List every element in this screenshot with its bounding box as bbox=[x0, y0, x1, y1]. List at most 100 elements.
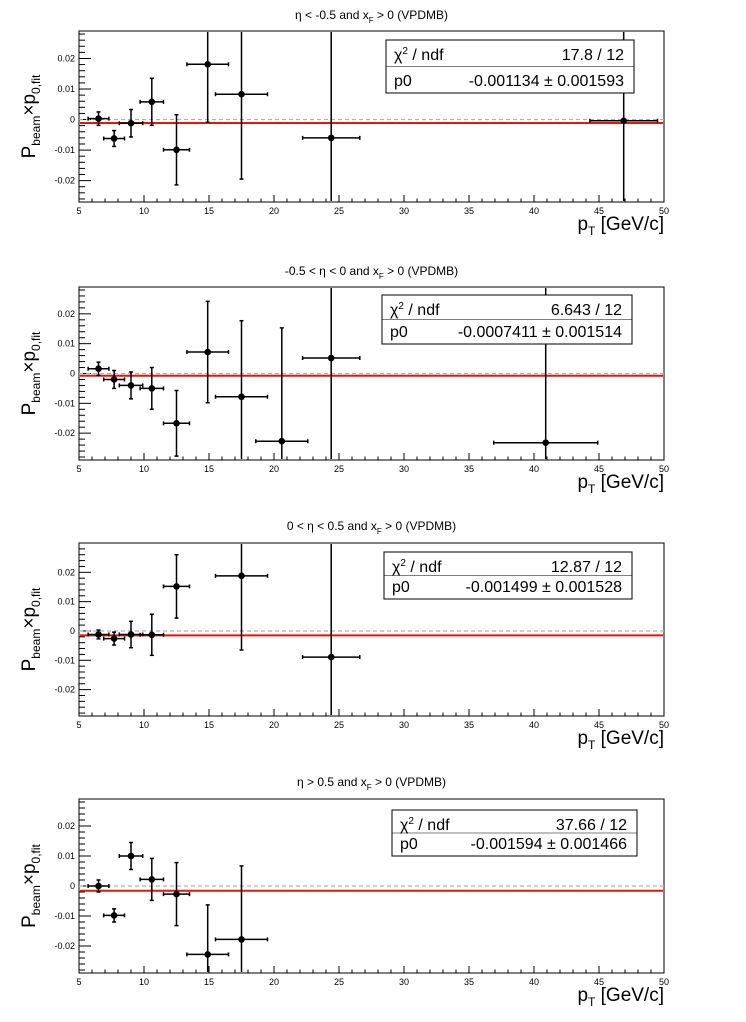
stats-chi2-value: 6.643 / 12 bbox=[551, 302, 622, 319]
marker bbox=[173, 890, 180, 898]
plot-frame bbox=[78, 30, 665, 203]
x-tick-label: 40 bbox=[529, 977, 539, 987]
x-tick-label: 45 bbox=[594, 720, 604, 730]
marker bbox=[238, 572, 245, 580]
x-tick-label: 5 bbox=[76, 977, 81, 987]
x-tick-label: 10 bbox=[139, 720, 149, 730]
marker bbox=[95, 882, 102, 890]
y-tick-label: -0.01 bbox=[54, 655, 75, 665]
marker bbox=[327, 354, 335, 362]
data-point bbox=[102, 631, 126, 646]
x-tick-label: 40 bbox=[529, 720, 539, 730]
marker bbox=[127, 631, 135, 638]
stats-chi2-label: χ2 / ndf bbox=[400, 816, 450, 834]
stats-p0-value: -0.0007411 ± 0.001514 bbox=[458, 324, 622, 341]
x-tick-label: 25 bbox=[334, 977, 344, 987]
data-point bbox=[118, 620, 144, 649]
stats-chi2-label: χ2 / ndf bbox=[392, 558, 442, 576]
marker bbox=[110, 135, 118, 142]
x-tick-label: 15 bbox=[204, 977, 214, 987]
y-tick-label: 0.01 bbox=[57, 339, 75, 349]
data-point bbox=[162, 861, 191, 927]
y-tick-label: 0.02 bbox=[57, 567, 75, 577]
x-tick-label: 45 bbox=[594, 977, 604, 987]
y-axis-label: Pbeam×p0,fit bbox=[19, 331, 43, 415]
marker bbox=[110, 376, 118, 383]
data-point bbox=[102, 129, 126, 148]
marker bbox=[148, 98, 156, 106]
data-point bbox=[118, 371, 144, 400]
x-tick-label: 25 bbox=[334, 464, 344, 474]
panel-title: η < -0.5 and xF > 0 (VPDMB) bbox=[295, 8, 448, 25]
data-point bbox=[139, 366, 165, 411]
marker bbox=[127, 119, 135, 127]
marker bbox=[173, 583, 180, 590]
data-point bbox=[214, 32, 269, 180]
marker bbox=[173, 420, 180, 427]
x-tick-label: 35 bbox=[464, 464, 474, 474]
data-point bbox=[186, 32, 230, 124]
data-point bbox=[301, 288, 361, 459]
data-point bbox=[87, 629, 110, 640]
data-point bbox=[162, 389, 191, 457]
stats-box: χ2 / ndf 37.66 / 12 p0 -0.001594 ± 0.001466 bbox=[391, 809, 638, 857]
x-tick-label: 10 bbox=[139, 206, 149, 216]
data-point bbox=[139, 77, 165, 127]
x-tick-label: 10 bbox=[139, 464, 149, 474]
x-tick-label: 15 bbox=[204, 206, 214, 216]
stats-p0-value: -0.001594 ± 0.001466 bbox=[471, 836, 628, 853]
marker bbox=[95, 631, 102, 638]
marker bbox=[148, 876, 156, 883]
x-tick-label: 50 bbox=[659, 464, 669, 474]
panel-1: η < -0.5 and xF > 0 (VPDMB) 5 10 15 20 25 30 35… bbox=[19, 8, 669, 238]
marker bbox=[238, 393, 245, 401]
y-axis-label: Pbeam×p0,fit bbox=[19, 587, 43, 671]
x-tick-label: 20 bbox=[269, 977, 279, 987]
panel-4: η > 0.5 and xF > 0 (VPDMB) 5 10 15 20 25 30 35 4… bbox=[19, 775, 669, 1009]
x-tick-label: 50 bbox=[659, 720, 669, 730]
y-tick-label: 0 bbox=[70, 369, 75, 379]
y-tick-label: -0.01 bbox=[54, 911, 75, 921]
marker bbox=[204, 60, 211, 68]
x-tick-label: 5 bbox=[76, 720, 81, 730]
marker bbox=[148, 631, 156, 639]
stats-p0-value: -0.001499 ± 0.001528 bbox=[466, 579, 623, 596]
data-point bbox=[87, 361, 110, 377]
marker bbox=[148, 385, 156, 392]
stats-p0-label: p0 bbox=[394, 73, 412, 90]
x-tick-label: 25 bbox=[334, 720, 344, 730]
data-point bbox=[214, 544, 269, 651]
data-point bbox=[255, 327, 309, 459]
data-point bbox=[139, 857, 165, 902]
data-point bbox=[186, 904, 230, 972]
y-tick-label: 0 bbox=[70, 881, 75, 891]
x-tick-label: 35 bbox=[464, 720, 474, 730]
y-axis-label: Pbeam×p0,fit bbox=[19, 843, 43, 927]
x-tick-label: 50 bbox=[659, 977, 669, 987]
marker bbox=[127, 852, 135, 860]
y-tick-label: -0.01 bbox=[54, 145, 75, 155]
marker bbox=[620, 117, 627, 125]
y-tick-label: 0.01 bbox=[57, 84, 75, 94]
marker bbox=[327, 653, 335, 661]
stats-p0-label: p0 bbox=[400, 836, 418, 853]
data-point bbox=[301, 544, 361, 715]
stats-chi2-value: 17.8 / 12 bbox=[562, 47, 624, 64]
x-tick-label: 20 bbox=[269, 206, 279, 216]
y-tick-label: 0 bbox=[70, 115, 75, 125]
x-axis-label: pT [GeV/c] bbox=[577, 214, 664, 238]
x-tick-label: 45 bbox=[594, 464, 604, 474]
x-tick-label: 15 bbox=[204, 464, 214, 474]
data-point bbox=[87, 879, 110, 893]
marker bbox=[204, 951, 211, 958]
data-point bbox=[162, 113, 191, 186]
stats-box: χ2 / ndf 12.87 / 12 p0 -0.001499 ± 0.001528 bbox=[383, 551, 633, 600]
data-point bbox=[214, 319, 269, 459]
marker bbox=[127, 382, 135, 389]
x-tick-label: 35 bbox=[464, 206, 474, 216]
y-tick-label: -0.02 bbox=[54, 685, 75, 695]
data-point bbox=[139, 613, 165, 657]
y-tick-label: -0.02 bbox=[54, 941, 75, 951]
y-tick-label: -0.01 bbox=[54, 398, 75, 408]
